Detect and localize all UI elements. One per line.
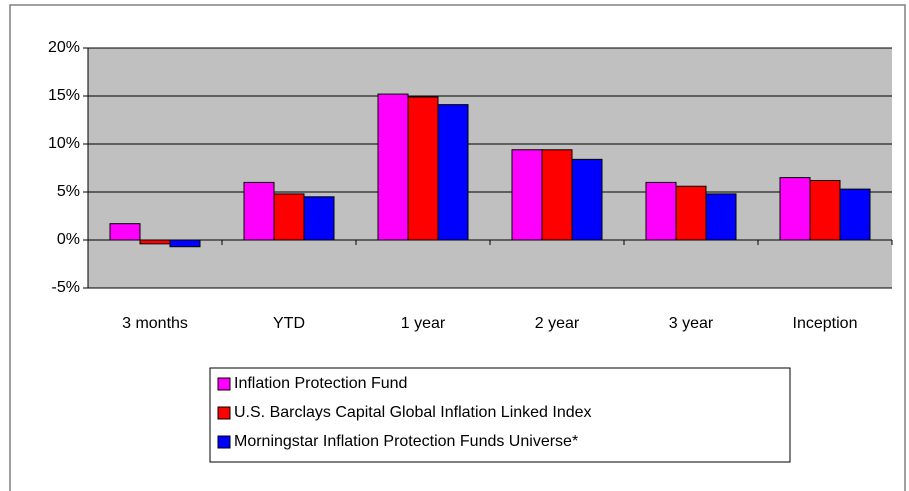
bar <box>675 185 707 241</box>
y-tick-label: 20% <box>48 39 80 56</box>
bar <box>437 104 469 241</box>
y-tick-label: 0% <box>57 231 80 248</box>
x-tick-label: 3 year <box>669 315 714 332</box>
bar <box>705 193 737 241</box>
bar <box>809 179 841 241</box>
y-tick-label: 5% <box>57 183 80 200</box>
bar <box>303 196 335 241</box>
legend-swatch <box>217 435 231 449</box>
bar <box>273 193 305 241</box>
bar <box>779 177 811 241</box>
legend-label: U.S. Barclays Capital Global Inflation L… <box>234 404 592 421</box>
x-tick-label: 3 months <box>122 315 188 332</box>
plot-area <box>88 48 892 288</box>
bar <box>407 96 439 241</box>
bar <box>377 93 409 241</box>
x-tick-label: 1 year <box>401 315 446 332</box>
bar <box>645 181 677 241</box>
legend-box <box>209 367 791 463</box>
bar <box>109 223 141 241</box>
legend-label: Inflation Protection Fund <box>234 375 407 392</box>
bar <box>139 239 171 245</box>
bar <box>169 239 201 248</box>
x-tick-label: YTD <box>273 315 305 332</box>
y-tick-label: 10% <box>48 135 80 152</box>
x-tick-label: Inception <box>793 315 858 332</box>
legend-swatch <box>217 377 231 391</box>
legend-label: Morningstar Inflation Protection Funds U… <box>234 433 578 450</box>
bar <box>571 158 603 241</box>
bar <box>541 149 573 241</box>
bar <box>839 188 871 241</box>
x-tick-label: 2 year <box>535 315 580 332</box>
bar <box>511 149 543 241</box>
y-tick-label: -5% <box>52 279 80 296</box>
legend-swatch <box>217 406 231 420</box>
bar <box>243 181 275 241</box>
y-tick-label: 15% <box>48 87 80 104</box>
